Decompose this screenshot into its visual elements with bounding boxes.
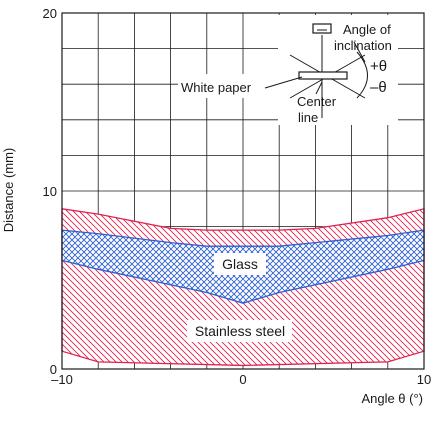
minus-theta-label: –θ — [370, 79, 387, 96]
angle-pointer — [353, 41, 366, 63]
x-tick-label: 10 — [417, 372, 431, 387]
plot-border — [61, 12, 425, 370]
stainless-label-bg — [187, 320, 292, 342]
y-axis-title: Distance (mm) — [1, 148, 16, 233]
center-line-leader — [315, 81, 323, 95]
white-paper-label: White paper — [181, 80, 252, 95]
center-line-label-1: Center — [297, 94, 337, 109]
glass-label: Glass — [222, 256, 258, 272]
x-axis-title: Angle θ (°) — [361, 391, 423, 406]
y-tick-label: 0 — [50, 362, 57, 377]
angle-label-line2: inclination — [334, 38, 392, 53]
white-paper-leader — [264, 76, 303, 89]
angle-label-line1: Angle of — [343, 22, 391, 37]
inset-left-bg — [178, 74, 278, 98]
x-tick-label: 0 — [239, 372, 246, 387]
inset-diagram: Angle of inclination +θ –θ White paper C… — [178, 15, 398, 125]
plus-theta-label: +θ — [370, 58, 387, 75]
plot-frame — [61, 12, 425, 370]
glass-label-bg — [214, 253, 266, 275]
stainless-label: Stainless steel — [195, 323, 285, 339]
plot-areas — [61, 207, 425, 367]
y-tick-label: 20 — [43, 6, 57, 21]
sensor-icon — [312, 23, 332, 34]
center-line-label-2: line — [298, 110, 318, 125]
y-tick-label: 10 — [43, 184, 57, 199]
white-paper-icon — [298, 71, 348, 80]
x-tick-label: –10 — [51, 372, 73, 387]
inclination-arc — [356, 51, 368, 99]
